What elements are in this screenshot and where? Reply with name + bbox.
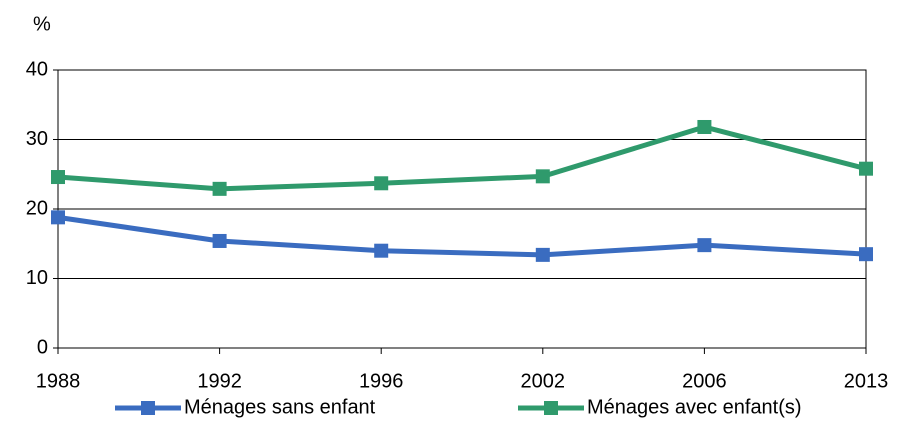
x-tick-label: 1992 xyxy=(197,370,242,392)
x-tick-label: 2006 xyxy=(682,370,727,392)
x-tick-label: 1988 xyxy=(36,370,81,392)
point-marker xyxy=(697,119,712,134)
series-line xyxy=(57,214,867,258)
point-marker xyxy=(535,169,550,184)
point-marker xyxy=(859,247,873,262)
x-tick-label: 1996 xyxy=(359,370,404,392)
point-marker xyxy=(212,181,227,196)
plot-border xyxy=(57,69,867,349)
y-tick-label: 30 xyxy=(26,128,48,150)
x-tick-label: 2013 xyxy=(844,370,889,392)
series-line xyxy=(57,124,867,192)
y-tick-label: 10 xyxy=(26,267,48,289)
y-tick-label: 0 xyxy=(37,336,48,358)
legend-label: Ménages sans enfant xyxy=(184,396,376,418)
legend-label: Ménages avec enfant(s) xyxy=(587,396,802,418)
legend-marker xyxy=(141,401,155,415)
point-marker xyxy=(51,170,65,185)
point-marker xyxy=(374,243,389,258)
point-marker xyxy=(697,238,712,253)
point-marker xyxy=(374,176,389,191)
point-marker xyxy=(212,233,227,248)
y-tick-label: 20 xyxy=(26,197,48,219)
x-tick-label: 2002 xyxy=(521,370,566,392)
y-tick-label: 40 xyxy=(26,58,48,80)
point-marker xyxy=(859,161,873,176)
legend-marker xyxy=(544,401,558,415)
point-marker xyxy=(51,210,65,225)
point-marker xyxy=(535,247,550,262)
y-axis-label: % xyxy=(33,13,51,35)
